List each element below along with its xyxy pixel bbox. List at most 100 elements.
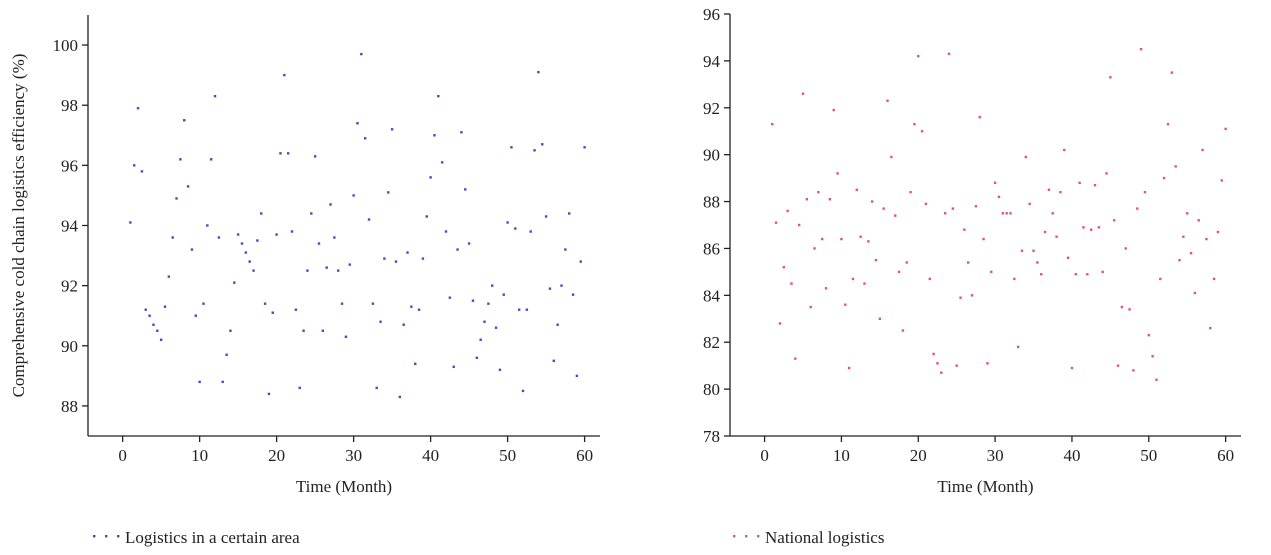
y-tick-label: 94: [703, 52, 721, 71]
point: [1043, 230, 1047, 234]
point: [917, 55, 920, 58]
point: [1047, 188, 1051, 192]
point: [882, 207, 885, 210]
point: [440, 161, 444, 164]
point: [556, 323, 559, 326]
point: [467, 242, 471, 245]
point: [1197, 219, 1200, 222]
point: [514, 227, 517, 230]
point: [1001, 212, 1004, 215]
point: [1128, 308, 1131, 311]
point: [1032, 249, 1035, 252]
point: [924, 202, 928, 206]
point: [152, 323, 155, 326]
point: [340, 302, 344, 305]
point: [429, 176, 432, 179]
point: [847, 366, 851, 370]
point: [836, 172, 839, 175]
point: [874, 258, 878, 262]
point: [1212, 277, 1216, 281]
point: [456, 248, 459, 251]
point: [805, 198, 809, 201]
point: [317, 242, 321, 245]
point: [894, 214, 897, 217]
point: [859, 235, 862, 238]
point: [171, 236, 174, 239]
point: [1124, 247, 1127, 250]
point: [1005, 212, 1008, 215]
point: [529, 230, 532, 233]
point: [356, 122, 359, 125]
point: [947, 52, 951, 56]
point: [951, 207, 955, 210]
legend-marker: [117, 535, 120, 538]
point: [1036, 261, 1039, 264]
point: [521, 389, 525, 393]
point: [1120, 305, 1124, 309]
point: [571, 293, 575, 296]
point: [552, 359, 556, 363]
y-tick-label: 94: [61, 217, 79, 236]
legend-marker: [105, 535, 108, 538]
point: [1070, 366, 1074, 370]
point: [970, 294, 974, 297]
point: [1024, 155, 1028, 159]
point: [1097, 226, 1101, 229]
point: [974, 205, 978, 208]
point: [1166, 122, 1170, 126]
point: [275, 233, 278, 236]
point: [928, 277, 931, 281]
point: [537, 70, 540, 74]
point: [198, 380, 201, 384]
y-tick-label: 90: [703, 146, 720, 165]
point: [394, 260, 398, 263]
point: [1051, 212, 1054, 215]
point: [1209, 326, 1212, 330]
point: [190, 248, 194, 251]
point: [525, 308, 529, 311]
point: [1143, 190, 1147, 194]
point: [286, 152, 290, 155]
point: [809, 305, 812, 309]
legend-label: National logistics: [765, 528, 884, 547]
point: [1089, 228, 1093, 231]
point: [579, 260, 582, 263]
x-tick-label: 0: [118, 446, 127, 465]
point: [433, 134, 436, 137]
point: [771, 122, 774, 126]
point: [452, 365, 455, 369]
point: [479, 338, 482, 341]
point: [383, 257, 386, 260]
point: [302, 329, 305, 332]
point: [417, 308, 421, 311]
point: [851, 277, 855, 281]
point: [256, 239, 259, 242]
point: [1116, 364, 1120, 367]
point: [982, 237, 985, 241]
point: [387, 191, 390, 194]
point: [967, 261, 970, 264]
point: [1063, 148, 1066, 152]
point: [379, 320, 382, 323]
point: [1093, 183, 1097, 187]
point: [1009, 212, 1012, 215]
point: [1113, 219, 1116, 222]
x-tick-label: 30: [345, 446, 362, 465]
point: [448, 296, 452, 299]
y-axis-label: Comprehensive cold chain logistics effic…: [9, 54, 28, 398]
point: [498, 368, 502, 372]
point: [1059, 190, 1062, 194]
point: [1101, 270, 1104, 274]
point: [1155, 378, 1158, 381]
y-tick-label: 84: [703, 286, 721, 305]
point: [541, 143, 544, 146]
point: [410, 305, 413, 308]
point: [390, 128, 394, 131]
point: [1205, 237, 1208, 241]
point: [867, 240, 870, 243]
point: [997, 195, 1001, 199]
point: [414, 362, 417, 366]
point: [886, 99, 889, 102]
point: [279, 152, 282, 155]
point: [406, 251, 409, 254]
